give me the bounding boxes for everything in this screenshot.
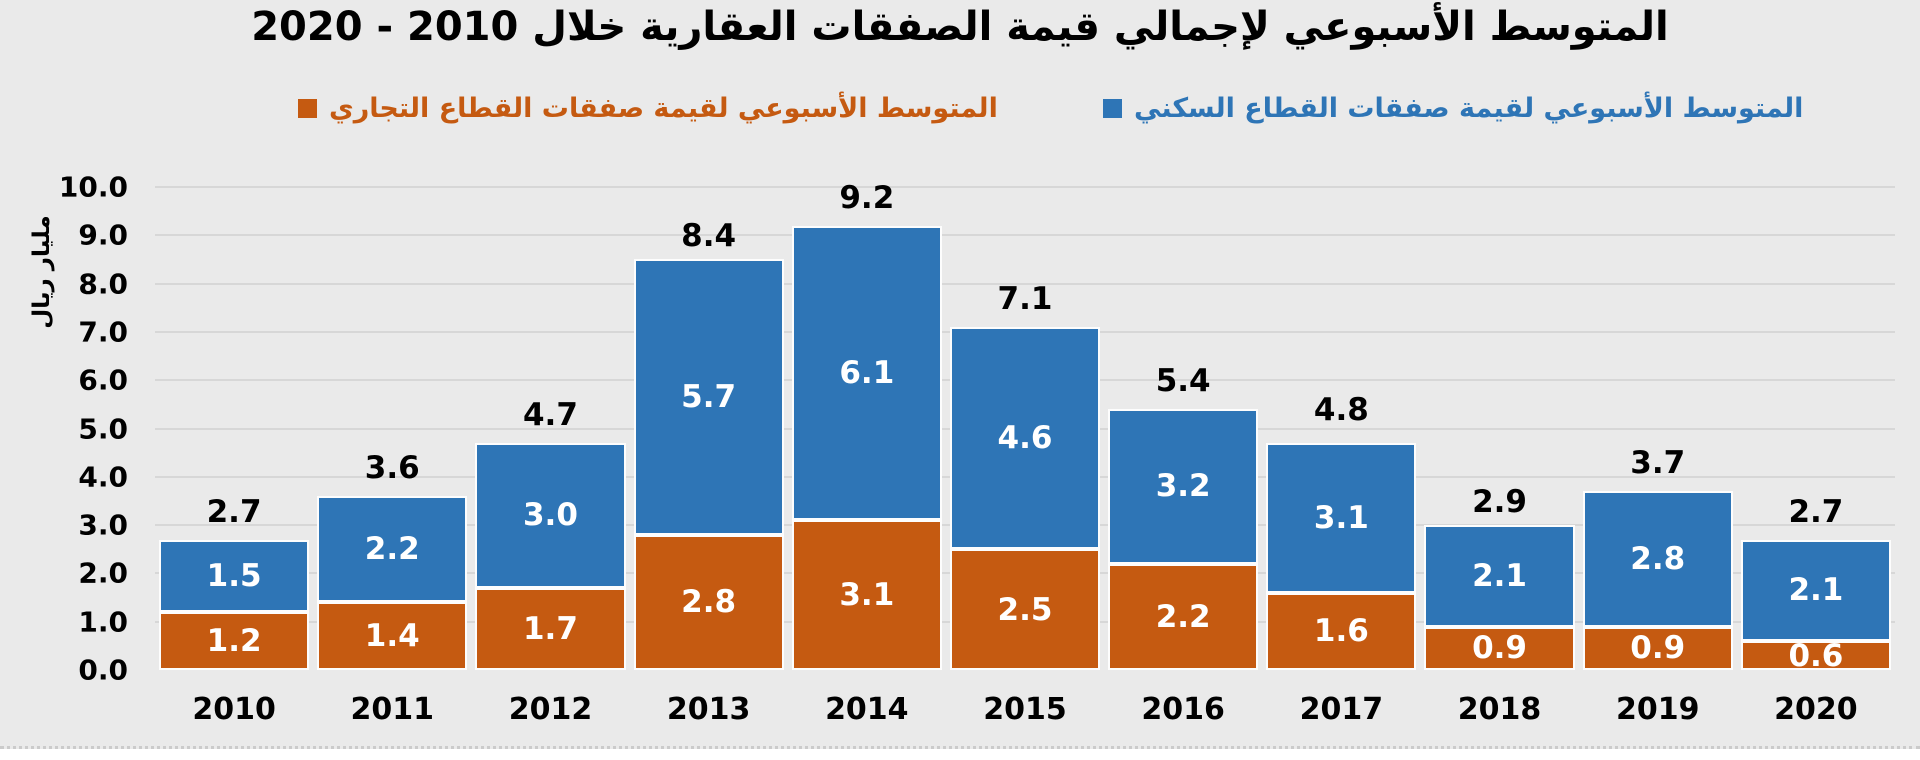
value-label-commercial: 0.9 (1630, 630, 1686, 667)
bar-segment-commercial (791, 520, 942, 670)
bar-segment-commercial (1582, 626, 1733, 670)
total-label: 2.7 (206, 493, 262, 530)
legend-item-commercial: المتوسط الأسبوعي لقيمة صفقات القطاع التج… (298, 88, 998, 128)
chart-title: المتوسط الأسبوعي لإجمالي قيمة الصفقات ال… (251, 4, 1669, 50)
value-label-residential: 3.1 (1313, 499, 1369, 536)
y-tick-label: 8.0 (78, 267, 128, 301)
bar-segment-residential (791, 225, 942, 521)
y-tick-label: 2.0 (78, 556, 128, 590)
gridline (155, 282, 1895, 285)
value-label-residential: 2.1 (1472, 557, 1527, 594)
x-axis-year-label: 2020 (1774, 692, 1858, 727)
x-axis-year-label: 2019 (1615, 692, 1700, 727)
y-tick-label: 9.0 (78, 218, 128, 252)
x-axis-year-label: 2013 (666, 692, 751, 727)
bar-segment-commercial (475, 587, 626, 670)
value-label-residential: 1.5 (206, 557, 262, 594)
total-label: 4.8 (1313, 392, 1369, 429)
value-label-commercial: 1.2 (206, 623, 262, 659)
total-label: 2.7 (1788, 493, 1844, 530)
y-tick-label: 7.0 (78, 315, 128, 349)
y-tick-label: 10.0 (58, 170, 128, 204)
x-axis-year-label: 2015 (983, 692, 1067, 727)
bar-segment-commercial (1740, 641, 1891, 670)
bar-segment-residential (1740, 539, 1891, 641)
y-tick-label: 4.0 (78, 460, 128, 494)
bar-segment-commercial (1266, 592, 1417, 670)
value-label-residential: 4.6 (997, 420, 1053, 457)
bar-segment-commercial (159, 612, 310, 670)
value-label-commercial: 2.5 (997, 591, 1053, 628)
x-axis-year-label: 2011 (350, 692, 435, 727)
value-label-residential: 6.1 (839, 354, 895, 391)
value-label-residential: 2.8 (1630, 540, 1686, 577)
legend-label-commercial: المتوسط الأسبوعي لقيمة صفقات القطاع التج… (329, 92, 998, 124)
y-tick-label: 0.0 (78, 653, 128, 687)
legend-item-residential: المتوسط الأسبوعي لقيمة صفقات القطاع السك… (1103, 88, 1803, 128)
y-tick-label: 3.0 (78, 508, 128, 542)
value-label-commercial: 1.4 (364, 618, 420, 655)
total-label: 8.4 (681, 218, 737, 255)
bar-segment-residential (317, 496, 468, 603)
y-tick-label: 1.0 (78, 605, 128, 639)
bar-segment-residential (475, 442, 626, 588)
value-label-commercial: 3.1 (839, 577, 895, 614)
value-label-commercial: 0.6 (1788, 637, 1844, 674)
total-label: 3.7 (1630, 445, 1686, 482)
x-axis-year-label: 2012 (508, 692, 593, 727)
x-axis-year-label: 2017 (1299, 692, 1384, 727)
bar-segment-residential (1108, 409, 1259, 564)
y-tick-label: 5.0 (78, 412, 128, 445)
value-label-commercial: 2.2 (1155, 598, 1211, 635)
total-label: 4.7 (522, 396, 578, 433)
x-axis-year-label: 2018 (1457, 692, 1542, 727)
value-label-commercial: 2.8 (681, 584, 737, 621)
gridline (155, 186, 1895, 188)
bar-segment-residential (949, 327, 1101, 550)
value-label-residential: 5.7 (681, 379, 737, 416)
total-label: 2.9 (1472, 483, 1527, 520)
legend-marker-residential-icon (1103, 98, 1122, 118)
bar-segment-commercial (317, 602, 468, 670)
gridline (155, 234, 1895, 237)
bar-segment-commercial (633, 534, 784, 670)
bar-segment-commercial (949, 549, 1101, 670)
bar-segment-residential (159, 539, 310, 613)
value-label-residential: 2.2 (364, 531, 420, 568)
bar-segment-residential (1266, 442, 1417, 593)
x-axis-year-label: 2010 (192, 692, 276, 727)
bar-segment-residential (633, 259, 784, 535)
x-axis-year-label: 2016 (1141, 692, 1225, 727)
legend-marker-commercial-icon (298, 98, 317, 118)
value-label-commercial: 1.7 (522, 610, 578, 647)
legend-label-residential: المتوسط الأسبوعي لقيمة صفقات القطاع السك… (1134, 92, 1804, 124)
total-label: 7.1 (997, 281, 1053, 318)
total-label: 3.6 (364, 450, 420, 487)
value-label-residential: 3.0 (522, 497, 578, 534)
value-label-commercial: 1.6 (1313, 613, 1369, 650)
total-label: 5.4 (1155, 363, 1211, 400)
bar-segment-residential (1424, 525, 1575, 627)
x-axis-year-label: 2014 (825, 692, 909, 727)
value-label-residential: 2.1 (1788, 572, 1844, 609)
total-label: 9.2 (839, 179, 895, 216)
value-label-residential: 3.2 (1155, 468, 1211, 505)
value-label-commercial: 0.9 (1472, 630, 1527, 667)
bar-segment-commercial (1424, 626, 1575, 670)
bar-segment-residential (1582, 491, 1733, 627)
y-tick-label: 6.0 (78, 363, 128, 397)
bar-segment-commercial (1108, 563, 1259, 670)
